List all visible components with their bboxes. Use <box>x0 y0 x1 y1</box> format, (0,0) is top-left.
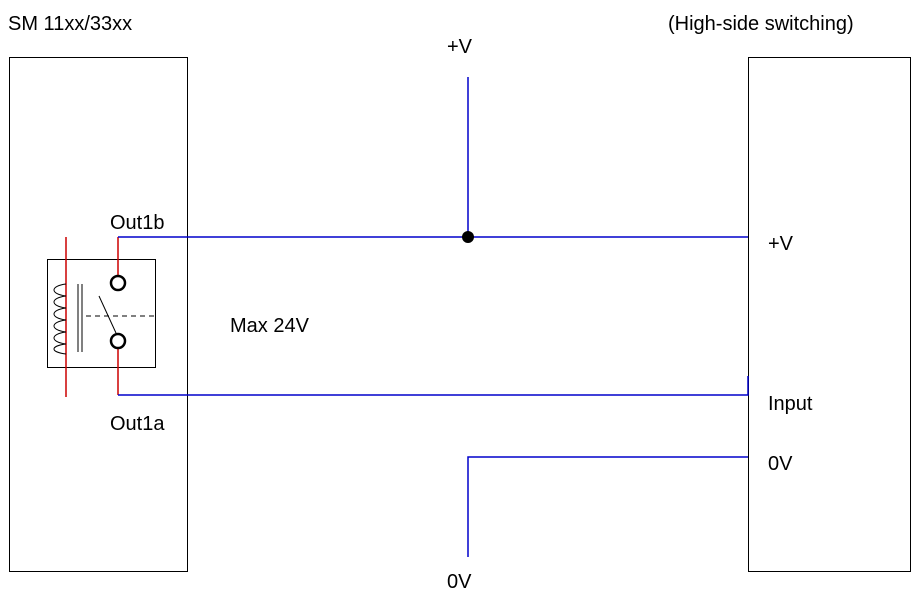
out1a-label: Out1a <box>110 413 165 435</box>
relay-box <box>47 259 156 368</box>
junction-dot <box>462 231 474 243</box>
relay-coil <box>53 283 67 355</box>
ground-0v-label: 0V <box>447 571 472 590</box>
device-plus-v-label: +V <box>768 233 794 255</box>
module-title: SM 11xx/33xx <box>8 13 132 35</box>
device-0v-label: 0V <box>768 453 793 475</box>
max-voltage-label: Max 24V <box>230 315 310 337</box>
relay-switch-arm <box>98 295 117 334</box>
out1b-label: Out1b <box>110 212 164 234</box>
device-box <box>748 57 911 572</box>
switching-mode-label: (High-side switching) <box>668 13 854 35</box>
wire-out1a <box>118 376 749 396</box>
supply-plus-v-label: +V <box>447 36 473 58</box>
device-input-label: Input <box>768 393 813 415</box>
module-box <box>9 57 188 572</box>
relay-contact-top <box>109 274 127 292</box>
relay-contact-bottom <box>109 332 127 350</box>
wire-0v <box>467 456 748 557</box>
